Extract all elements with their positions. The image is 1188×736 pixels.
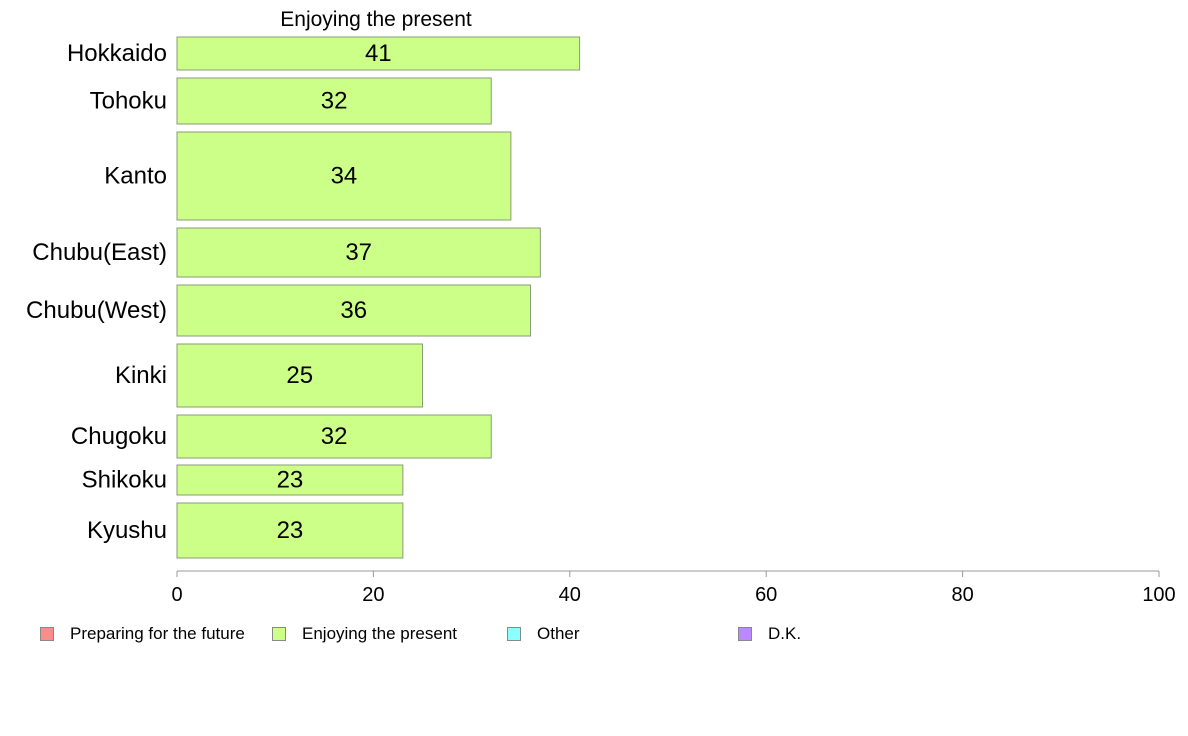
chart-title: Enjoying the present [280,8,472,31]
category-label: Kyushu [87,517,167,544]
x-tick-label: 80 [951,584,973,606]
bar [176,502,404,559]
data-label: 23 [277,467,304,494]
legend-label: Preparing for the future [70,624,245,643]
category-label: Kinki [115,362,167,389]
bars-layer: Hokkaido 41 Tohoku 32 Kanto 34 Chubu(East) 37 Ch… [26,36,581,559]
x-tick-label: 40 [559,584,581,606]
x-tick-label: 0 [171,584,182,606]
category-label: Hokkaido [67,40,167,67]
legend-swatch [272,627,286,641]
data-label: 32 [321,423,348,450]
bar [176,414,492,459]
data-label: 41 [365,40,392,67]
legend-swatch [507,627,521,641]
data-label: 32 [321,88,348,115]
legend-item: Preparing for the future [40,624,245,644]
bar [176,343,423,408]
data-label: 36 [340,297,367,324]
legend-label: D.K. [768,624,802,643]
legend-swatch [40,627,54,641]
legend-label: Enjoying the present [302,624,457,643]
bar [176,77,492,125]
x-axis: 0 20 40 60 80 100 [171,570,1176,606]
legend: Preparing for the future Enjoying the pre… [40,624,1140,646]
category-label: Chubu(East) [32,239,167,266]
legend-label: Other [537,624,580,643]
category-label: Chubu(West) [26,297,167,324]
data-label: 25 [286,362,313,389]
legend-item: Other [507,624,580,644]
x-tick-label: 20 [362,584,384,606]
category-label: Chugoku [71,423,167,450]
legend-item: Enjoying the present [272,624,457,644]
legend-swatch [738,627,752,641]
bar [176,227,541,278]
bar [176,131,512,221]
category-label: Shikoku [82,467,167,494]
bar [176,284,532,337]
bar [176,464,404,496]
data-label: 37 [345,239,372,266]
x-tick-label: 100 [1142,584,1175,606]
bar [176,36,581,71]
x-tick-label: 60 [755,584,777,606]
data-label: 34 [331,163,358,190]
category-label: Kanto [104,163,167,190]
data-label: 23 [277,517,304,544]
category-label: Tohoku [90,88,167,115]
legend-item: D.K. [738,624,801,644]
